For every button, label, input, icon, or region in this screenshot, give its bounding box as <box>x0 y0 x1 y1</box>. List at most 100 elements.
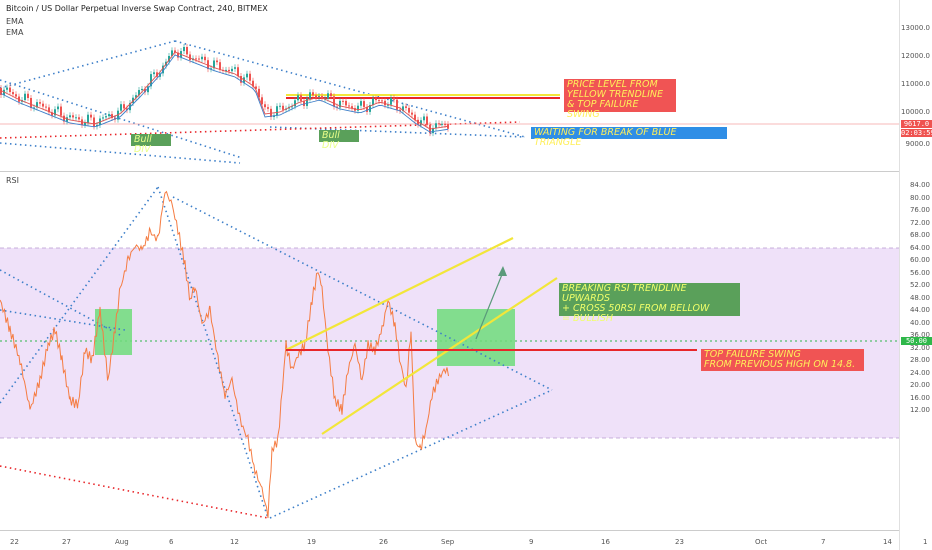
candle-body <box>426 116 428 125</box>
candle-body <box>24 93 26 101</box>
candle-body <box>84 122 86 126</box>
candle-body <box>51 112 53 116</box>
candle-body <box>255 86 257 89</box>
candle-body <box>258 88 260 98</box>
candle-body <box>27 93 29 98</box>
candle-body <box>378 100 380 102</box>
candle-body <box>57 106 59 110</box>
candle-body <box>399 109 401 111</box>
rsi-tick: 24.00 <box>909 368 930 377</box>
rsi-tick: 72.00 <box>909 218 930 227</box>
candle-body <box>33 107 35 109</box>
candle-body <box>327 93 329 99</box>
rsi-triangle <box>0 186 553 519</box>
candle-body <box>363 101 365 107</box>
candle-body <box>348 105 350 107</box>
candle-body <box>216 60 218 63</box>
bull-div-label-1: Bull DIV <box>131 134 171 155</box>
ema-indicator-2[interactable]: EMA <box>6 28 24 37</box>
candle-body <box>138 90 140 96</box>
candle-body <box>174 50 176 53</box>
rsi-arrow <box>475 271 504 340</box>
candle-body <box>201 56 203 60</box>
candle-body <box>78 117 80 120</box>
rsi-tick: 44.00 <box>909 306 930 314</box>
candle-body <box>318 96 320 98</box>
candle-body <box>189 54 191 61</box>
candle-body <box>96 124 98 127</box>
candle-body <box>267 107 269 109</box>
candle-body <box>213 60 215 69</box>
candle-body <box>333 96 335 107</box>
candle-body <box>375 98 377 101</box>
candle-body <box>312 92 314 96</box>
price-axis[interactable] <box>899 0 932 550</box>
candle-body <box>207 60 209 70</box>
time-tick: 1 <box>923 538 928 546</box>
rsi-tick: 12.00 <box>909 406 930 414</box>
rsi-tick: 76.00 <box>909 206 930 214</box>
candle-body <box>147 86 149 93</box>
top-failure-note: TOP FAILURE SWING FROM PREVIOUS HIGH ON … <box>701 349 864 371</box>
price-tick: 9000.0 <box>905 140 931 148</box>
time-tick: 23 <box>675 538 684 546</box>
candle-body <box>297 95 299 101</box>
price-tick: 13000.0 <box>901 24 930 32</box>
breaking-note: BREAKING RSI TRENDLINE UPWARDS + CROSS 5… <box>559 283 740 324</box>
time-tick: 12 <box>230 538 239 546</box>
candle-body <box>336 106 338 108</box>
current-price-badge: 9617.0 <box>901 120 932 128</box>
candle-body <box>402 106 404 111</box>
candle-body <box>135 95 137 98</box>
candle-body <box>183 46 185 52</box>
time-tick: 26 <box>379 538 388 546</box>
candle-body <box>315 95 317 98</box>
candle-body <box>186 46 188 55</box>
rsi-indicator-label[interactable]: RSI <box>6 176 19 185</box>
rsi-tick: 36.00 <box>909 331 930 339</box>
candle-body <box>144 88 146 93</box>
pane-separator[interactable] <box>0 171 932 172</box>
candle-body <box>444 123 446 125</box>
candle-body <box>39 102 41 104</box>
candle-body <box>390 97 392 105</box>
rsi-tick: 20.00 <box>909 381 930 389</box>
candle-body <box>177 52 179 58</box>
candle-body <box>291 106 293 108</box>
candle-body <box>72 115 74 118</box>
candle-body <box>339 100 341 108</box>
candle-body <box>387 104 389 106</box>
candle-body <box>279 105 281 107</box>
candle-body <box>153 72 155 75</box>
candle-body <box>381 100 383 102</box>
candle-body <box>384 100 386 106</box>
candle-body <box>372 98 374 106</box>
candle-body <box>276 106 278 116</box>
candle-body <box>132 97 134 103</box>
ema-slow <box>0 54 449 133</box>
price-tick: 11000.0 <box>901 80 930 88</box>
candle-body <box>393 97 395 100</box>
candle-body <box>408 107 410 113</box>
candle-body <box>75 117 77 119</box>
candle-body <box>357 105 359 111</box>
time-tick: 27 <box>62 538 71 546</box>
candle-body <box>345 100 347 106</box>
waiting-note: WAITING FOR BREAK OF BLUE TRIANGLE <box>531 127 727 148</box>
rsi-tick: 80.00 <box>909 193 930 202</box>
candle-body <box>102 117 104 119</box>
candle-body <box>48 107 50 113</box>
candle-body <box>411 112 413 115</box>
candle-body <box>303 101 305 106</box>
rsi-50-badge: 50.00 <box>901 337 932 345</box>
time-tick: 6 <box>169 538 174 546</box>
price-tick: 12000.0 <box>901 52 930 60</box>
candle-body <box>69 115 71 118</box>
ema-indicator-1[interactable]: EMA <box>6 17 24 26</box>
candle-body <box>219 62 221 70</box>
candle-body <box>111 114 113 118</box>
candle-body <box>45 106 47 108</box>
candle-body <box>171 50 173 56</box>
rsi-arrow-head <box>498 266 507 276</box>
candle-body <box>141 88 143 91</box>
